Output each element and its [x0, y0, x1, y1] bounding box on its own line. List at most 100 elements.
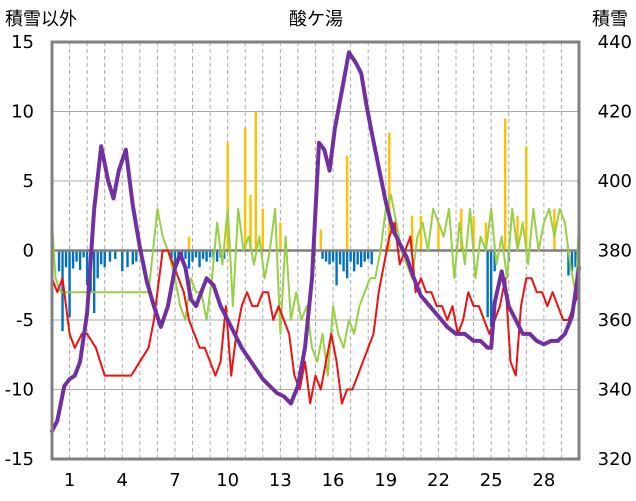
snowfall-bar	[173, 250, 177, 268]
snowfall-bar	[328, 250, 331, 265]
x-tick-label: 25	[480, 470, 503, 491]
snowfall-bar	[342, 250, 345, 272]
right-axis-title: 積雪	[592, 9, 628, 30]
precipitation-bar	[419, 215, 423, 251]
x-tick-label: 16	[322, 470, 345, 491]
precipitation-bar	[437, 222, 440, 251]
snowfall-bar	[131, 250, 135, 265]
left-axis: 15 10 5 0 -5 -10 -15	[5, 32, 34, 470]
precipitation-bar	[249, 194, 252, 251]
right-tick-label: 320	[598, 449, 632, 470]
snowfall-bar	[331, 250, 335, 262]
x-tick-label: 19	[374, 470, 397, 491]
precipitation-bar	[279, 222, 282, 251]
precipitation-bar	[226, 142, 229, 251]
left-tick-label: -5	[16, 310, 34, 331]
precipitation-bar	[410, 215, 414, 251]
snowfall-bar	[359, 250, 363, 268]
snowfall-bar	[85, 250, 89, 286]
temp-max-line	[51, 193, 580, 377]
snowfall-bar	[92, 250, 96, 314]
snowfall-bar	[191, 250, 194, 262]
snowfall-bar	[489, 250, 493, 327]
precipitation-bar	[345, 155, 349, 251]
left-tick-label: 5	[23, 171, 34, 192]
snowfall-bar	[205, 250, 208, 262]
snowfall-bar	[135, 250, 138, 262]
snowfall-bar	[75, 250, 78, 262]
snowfall-bar	[78, 250, 82, 270]
right-tick-label: 440	[598, 32, 632, 53]
snowfall-bar	[201, 250, 205, 259]
snowfall-bar	[71, 250, 75, 269]
snowfall-bar	[321, 250, 324, 259]
x-tick-label: 4	[117, 470, 128, 491]
snowfall-bar	[108, 250, 112, 262]
snow-depth-line	[50, 50, 581, 434]
snowfall-bar	[493, 250, 496, 272]
snowfall-bar	[103, 250, 106, 268]
snowfall-bar	[338, 250, 342, 265]
precipitation-bar	[244, 128, 247, 251]
snowfall-bar	[184, 250, 187, 259]
x-tick-label: 10	[216, 470, 239, 491]
snowfall-bar	[194, 250, 198, 258]
snowfall-bar	[121, 250, 124, 272]
precipitation-bar	[319, 229, 322, 251]
precipitation-bar	[553, 208, 556, 251]
precipitation-bar	[388, 132, 391, 251]
precipitation-bar	[484, 222, 488, 251]
snowfall-bar	[349, 250, 352, 262]
right-tick-label: 360	[598, 310, 632, 331]
snowfall-bar	[64, 250, 68, 268]
left-tick-label: -15	[5, 449, 34, 470]
right-tick-label: 400	[598, 171, 632, 192]
snowfall-bar	[486, 250, 489, 318]
snowfall-bar	[215, 250, 219, 262]
precipitation-bar	[472, 215, 475, 251]
snowfall-bar	[363, 250, 366, 262]
left-tick-label: 15	[11, 32, 34, 53]
right-tick-label: 340	[598, 380, 632, 401]
right-axis: 440 420 400 380 360 340 320	[598, 32, 632, 470]
snowfall-bar	[370, 250, 373, 265]
left-axis-title: 積雪以外	[5, 9, 77, 30]
snowfall-bar	[367, 250, 370, 259]
snowfall-bar	[170, 250, 173, 259]
temp-min-line	[51, 221, 580, 405]
precipitation-bar	[261, 208, 264, 251]
bar-layer	[57, 111, 577, 332]
x-tick-label: 22	[427, 470, 450, 491]
snowfall-bar	[574, 250, 577, 268]
snowfall-bar	[335, 250, 338, 286]
precipitation-bar	[254, 111, 257, 251]
precipitation-bar	[525, 146, 528, 251]
right-tick-label: 420	[598, 102, 632, 123]
snowfall-bar	[61, 250, 64, 332]
snowfall-bar	[187, 250, 191, 269]
snowfall-bar	[126, 250, 129, 268]
x-tick-label: 28	[532, 470, 555, 491]
snowfall-bar	[82, 250, 85, 258]
left-tick-label: -10	[5, 380, 34, 401]
snowfall-bar	[567, 250, 570, 276]
left-tick-label: 0	[23, 241, 34, 262]
snowfall-bar	[68, 250, 71, 318]
right-tick-label: 380	[598, 241, 632, 262]
precipitation-bar	[516, 215, 519, 251]
left-tick-label: 10	[11, 102, 34, 123]
x-axis: 1 4 7 10 13 16 19 22 25 28	[64, 470, 555, 491]
snowfall-bar	[96, 250, 99, 279]
x-tick-label: 1	[64, 470, 75, 491]
snowfall-bar	[356, 250, 359, 265]
precipitation-bar	[187, 236, 191, 251]
snowfall-bar	[570, 250, 574, 272]
chart-title: 酸ケ湯	[289, 9, 343, 30]
snowfall-bar	[57, 250, 61, 272]
snowfall-bar	[352, 250, 356, 272]
x-tick-label: 13	[269, 470, 292, 491]
snowfall-bar	[198, 250, 201, 268]
snowfall-bar	[324, 250, 328, 262]
snowfall-bar	[99, 250, 103, 265]
